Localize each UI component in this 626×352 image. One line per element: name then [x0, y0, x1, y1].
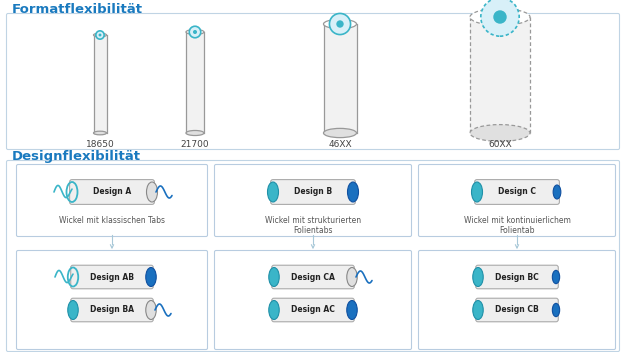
- Circle shape: [493, 10, 506, 24]
- Circle shape: [329, 13, 351, 34]
- Ellipse shape: [471, 182, 483, 202]
- Circle shape: [336, 20, 344, 28]
- Text: Design A: Design A: [93, 188, 131, 196]
- FancyBboxPatch shape: [272, 298, 354, 322]
- FancyBboxPatch shape: [476, 265, 558, 289]
- Bar: [93, 35, 106, 133]
- Ellipse shape: [269, 268, 279, 287]
- FancyBboxPatch shape: [71, 298, 153, 322]
- Ellipse shape: [473, 268, 483, 287]
- Text: Design B: Design B: [294, 188, 332, 196]
- Ellipse shape: [324, 128, 356, 138]
- Ellipse shape: [470, 125, 530, 142]
- Ellipse shape: [269, 301, 279, 320]
- Circle shape: [481, 0, 519, 36]
- Text: Design CA: Design CA: [291, 272, 335, 282]
- FancyBboxPatch shape: [272, 265, 354, 289]
- FancyBboxPatch shape: [16, 164, 207, 237]
- FancyBboxPatch shape: [71, 265, 153, 289]
- Ellipse shape: [267, 182, 279, 202]
- FancyBboxPatch shape: [476, 298, 558, 322]
- Ellipse shape: [552, 270, 560, 284]
- Text: Wickel mit klassischen Tabs: Wickel mit klassischen Tabs: [59, 216, 165, 225]
- Ellipse shape: [93, 131, 106, 135]
- Text: Design AC: Design AC: [291, 306, 335, 314]
- Ellipse shape: [347, 268, 357, 287]
- Ellipse shape: [470, 8, 530, 25]
- FancyBboxPatch shape: [419, 251, 615, 350]
- FancyBboxPatch shape: [6, 13, 620, 150]
- Ellipse shape: [347, 182, 359, 202]
- FancyBboxPatch shape: [69, 180, 155, 205]
- Ellipse shape: [146, 182, 158, 202]
- Ellipse shape: [68, 301, 78, 320]
- Text: Formatflexibilität: Formatflexibilität: [12, 3, 143, 16]
- Text: Design AB: Design AB: [90, 272, 134, 282]
- Circle shape: [193, 30, 197, 34]
- Circle shape: [96, 31, 104, 39]
- Ellipse shape: [186, 131, 204, 136]
- Text: 21700: 21700: [181, 140, 209, 149]
- Bar: [324, 24, 356, 133]
- Ellipse shape: [186, 30, 204, 34]
- Ellipse shape: [93, 33, 106, 37]
- Text: Design CB: Design CB: [495, 306, 539, 314]
- Polygon shape: [35, 28, 598, 140]
- Ellipse shape: [324, 19, 356, 29]
- FancyBboxPatch shape: [6, 161, 620, 352]
- Ellipse shape: [347, 301, 357, 320]
- Text: Designflexibilität: Designflexibilität: [12, 150, 141, 163]
- FancyBboxPatch shape: [16, 251, 207, 350]
- FancyBboxPatch shape: [475, 180, 560, 205]
- FancyBboxPatch shape: [215, 164, 411, 237]
- Ellipse shape: [146, 301, 156, 320]
- Ellipse shape: [552, 303, 560, 317]
- Circle shape: [98, 33, 101, 37]
- Text: 18650: 18650: [86, 140, 115, 149]
- Text: 46XX: 46XX: [328, 140, 352, 149]
- Circle shape: [189, 26, 201, 38]
- Bar: [186, 32, 204, 133]
- FancyBboxPatch shape: [419, 164, 615, 237]
- Ellipse shape: [473, 301, 483, 320]
- Text: Design C: Design C: [498, 188, 536, 196]
- Bar: [470, 17, 530, 133]
- Text: Wickel mit strukturierten
Folientabs: Wickel mit strukturierten Folientabs: [265, 216, 361, 235]
- Text: Design BC: Design BC: [495, 272, 539, 282]
- FancyBboxPatch shape: [270, 180, 356, 205]
- Text: Design BA: Design BA: [90, 306, 134, 314]
- Text: 60XX: 60XX: [488, 140, 512, 149]
- FancyBboxPatch shape: [215, 251, 411, 350]
- Text: Wickel mit kontinuierlichem
Folientab: Wickel mit kontinuierlichem Folientab: [464, 216, 570, 235]
- Ellipse shape: [553, 185, 561, 199]
- Ellipse shape: [146, 268, 156, 287]
